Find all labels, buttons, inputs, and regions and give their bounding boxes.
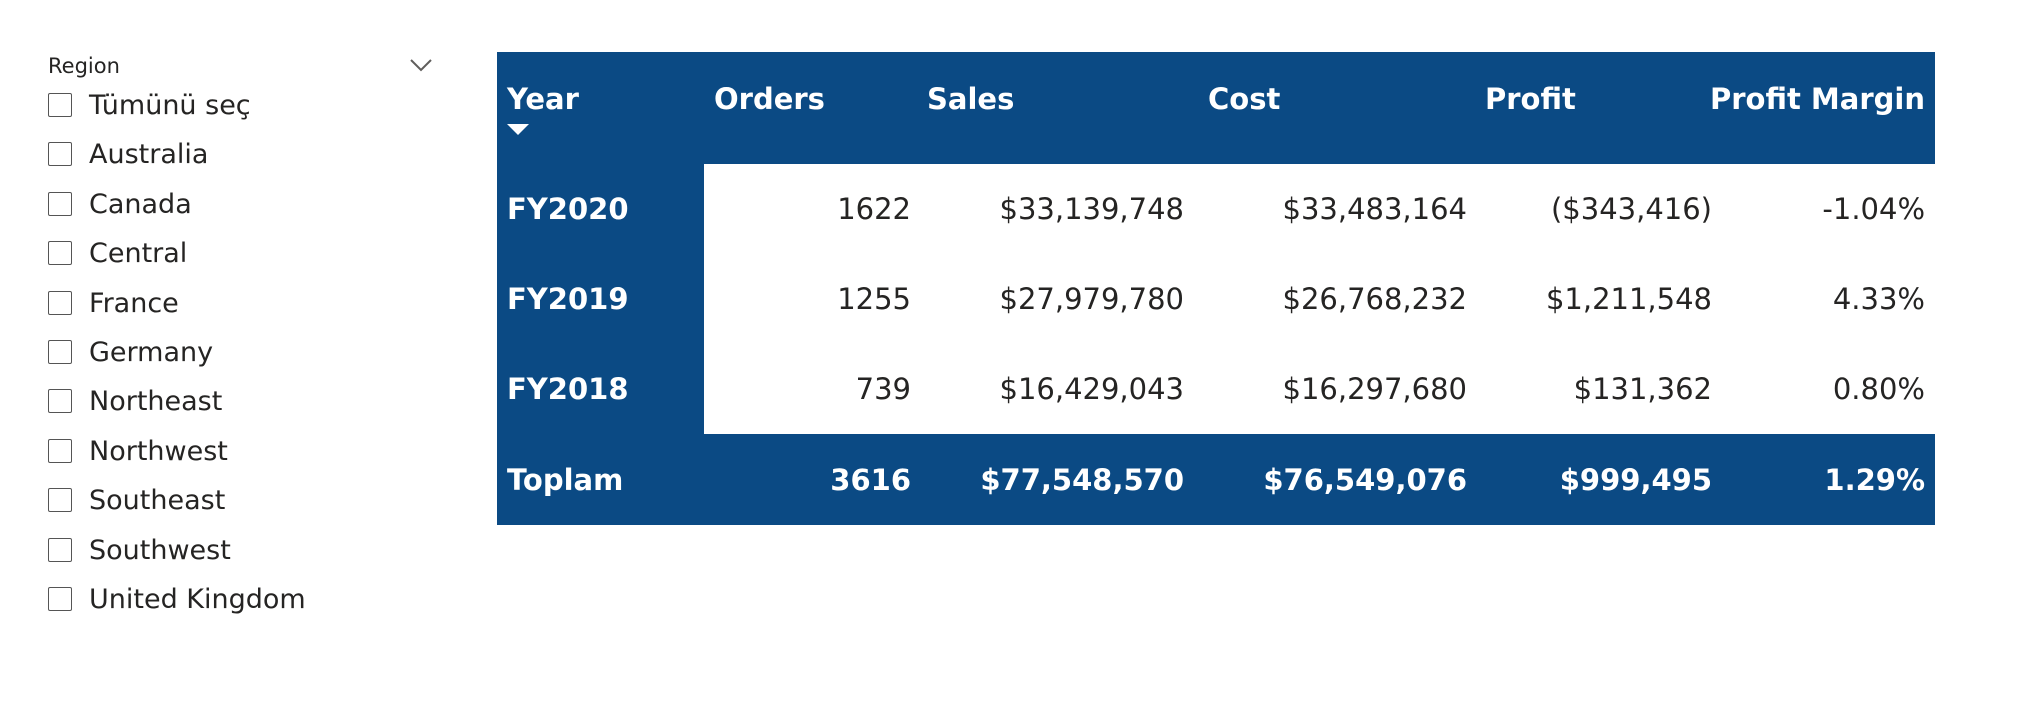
checkbox[interactable] bbox=[48, 488, 72, 513]
total-sales: $77,548,570 bbox=[980, 462, 1184, 497]
cell-sales: $27,979,780 bbox=[999, 282, 1185, 316]
checkbox[interactable] bbox=[48, 389, 72, 414]
slicer-item-united-kingdom[interactable]: United Kingdom bbox=[48, 583, 306, 634]
slicer-item-select-all[interactable]: Tümünü seç bbox=[48, 91, 306, 140]
slicer-item-northeast[interactable]: Northeast bbox=[48, 387, 306, 436]
slicer-item-canada[interactable]: Canada bbox=[48, 188, 306, 239]
cell-profit-margin: -1.04% bbox=[1822, 192, 1925, 226]
column-header-label: Cost bbox=[1208, 82, 1281, 116]
region-slicer: Region Tümünü seç Australia Canada Centr… bbox=[48, 50, 434, 614]
column-header-cost[interactable]: Cost bbox=[1194, 52, 1477, 164]
slicer-item-label: France bbox=[89, 287, 179, 319]
column-header-label: Profit Margin bbox=[1709, 82, 1925, 116]
cell-sales: $16,429,043 bbox=[999, 372, 1185, 406]
row-header-year[interactable]: FY2019 bbox=[507, 282, 629, 316]
cell-orders: 739 bbox=[855, 372, 911, 406]
cell-orders: 1255 bbox=[837, 282, 911, 316]
column-header-year[interactable]: Year bbox=[497, 52, 704, 164]
checkbox[interactable] bbox=[48, 537, 72, 562]
slicer-header: Region bbox=[48, 50, 434, 86]
slicer-item-label: Southwest bbox=[89, 534, 231, 566]
table-row: FY2020 1622 $33,139,748 $33,483,164 ($34… bbox=[497, 164, 1935, 254]
cell-profit: ($343,416) bbox=[1550, 192, 1712, 226]
checkbox[interactable] bbox=[48, 438, 72, 463]
cell-profit: $1,211,548 bbox=[1545, 282, 1712, 316]
total-profit: $999,495 bbox=[1559, 462, 1712, 497]
column-header-sales[interactable]: Sales bbox=[921, 52, 1194, 164]
cell-orders: 1622 bbox=[837, 192, 911, 226]
column-header-label: Profit bbox=[1485, 82, 1576, 116]
total-profit-margin: 1.29% bbox=[1824, 462, 1925, 497]
slicer-list: Tümünü seç Australia Canada Central Fran… bbox=[48, 91, 306, 634]
slicer-title: Region bbox=[48, 54, 120, 78]
checkbox[interactable] bbox=[48, 241, 72, 266]
slicer-item-label: United Kingdom bbox=[89, 583, 306, 615]
slicer-item-northwest[interactable]: Northwest bbox=[48, 435, 306, 486]
cell-profit-margin: 4.33% bbox=[1832, 282, 1925, 316]
total-label: Toplam bbox=[507, 462, 624, 497]
table-row: FY2019 1255 $27,979,780 $26,768,232 $1,2… bbox=[497, 254, 1935, 344]
cell-sales: $33,139,748 bbox=[999, 192, 1185, 226]
column-header-orders[interactable]: Orders bbox=[704, 52, 921, 164]
slicer-item-australia[interactable]: Australia bbox=[48, 140, 306, 189]
column-header-profit[interactable]: Profit bbox=[1477, 52, 1722, 164]
cell-profit-margin: 0.80% bbox=[1832, 372, 1925, 406]
slicer-item-central[interactable]: Central bbox=[48, 239, 306, 288]
cell-profit: $131,362 bbox=[1573, 372, 1712, 406]
sort-descending-icon[interactable] bbox=[507, 124, 529, 135]
slicer-item-southeast[interactable]: Southeast bbox=[48, 486, 306, 535]
row-header-year[interactable]: FY2020 bbox=[507, 192, 629, 226]
total-orders: 3616 bbox=[830, 462, 911, 497]
slicer-item-label: Central bbox=[89, 238, 188, 270]
slicer-item-label: Southeast bbox=[89, 485, 226, 517]
slicer-item-label: Tümünü seç bbox=[89, 90, 251, 121]
checkbox[interactable] bbox=[48, 339, 72, 364]
slicer-item-label: Canada bbox=[89, 188, 192, 220]
table-grid: Year Orders Sales Cost Profit Profit Mar… bbox=[497, 52, 1935, 525]
cell-cost: $26,768,232 bbox=[1282, 282, 1468, 316]
matrix-table: Year Orders Sales Cost Profit Profit Mar… bbox=[497, 52, 1935, 525]
slicer-item-germany[interactable]: Germany bbox=[48, 336, 306, 387]
cell-cost: $16,297,680 bbox=[1282, 372, 1468, 406]
row-header-year[interactable]: FY2018 bbox=[507, 372, 629, 406]
column-header-label: Orders bbox=[714, 82, 825, 116]
table-body-background bbox=[704, 164, 1935, 434]
checkbox[interactable] bbox=[48, 93, 72, 117]
slicer-item-label: Germany bbox=[89, 336, 214, 368]
slicer-item-southwest[interactable]: Southwest bbox=[48, 534, 306, 585]
slicer-item-label: Northeast bbox=[89, 386, 223, 418]
checkbox[interactable] bbox=[48, 142, 72, 167]
table-total-row: Toplam 3616 $77,548,570 $76,549,076 $999… bbox=[497, 434, 1935, 525]
slicer-item-france[interactable]: France bbox=[48, 287, 306, 338]
column-header-label: Year bbox=[507, 82, 579, 116]
total-cost: $76,549,076 bbox=[1263, 462, 1467, 497]
checkbox[interactable] bbox=[48, 290, 72, 315]
table-row: FY2018 739 $16,429,043 $16,297,680 $131,… bbox=[497, 344, 1935, 434]
checkbox[interactable] bbox=[48, 191, 72, 216]
cell-cost: $33,483,164 bbox=[1282, 192, 1468, 226]
table-header-row: Year Orders Sales Cost Profit Profit Mar… bbox=[497, 52, 1935, 164]
slicer-item-label: Australia bbox=[89, 139, 209, 171]
slicer-item-label: Northwest bbox=[89, 435, 228, 467]
checkbox[interactable] bbox=[48, 586, 72, 611]
chevron-down-icon[interactable] bbox=[408, 56, 434, 74]
column-header-profit-margin[interactable]: Profit Margin bbox=[1710, 52, 1935, 164]
column-header-label: Sales bbox=[927, 82, 1015, 116]
